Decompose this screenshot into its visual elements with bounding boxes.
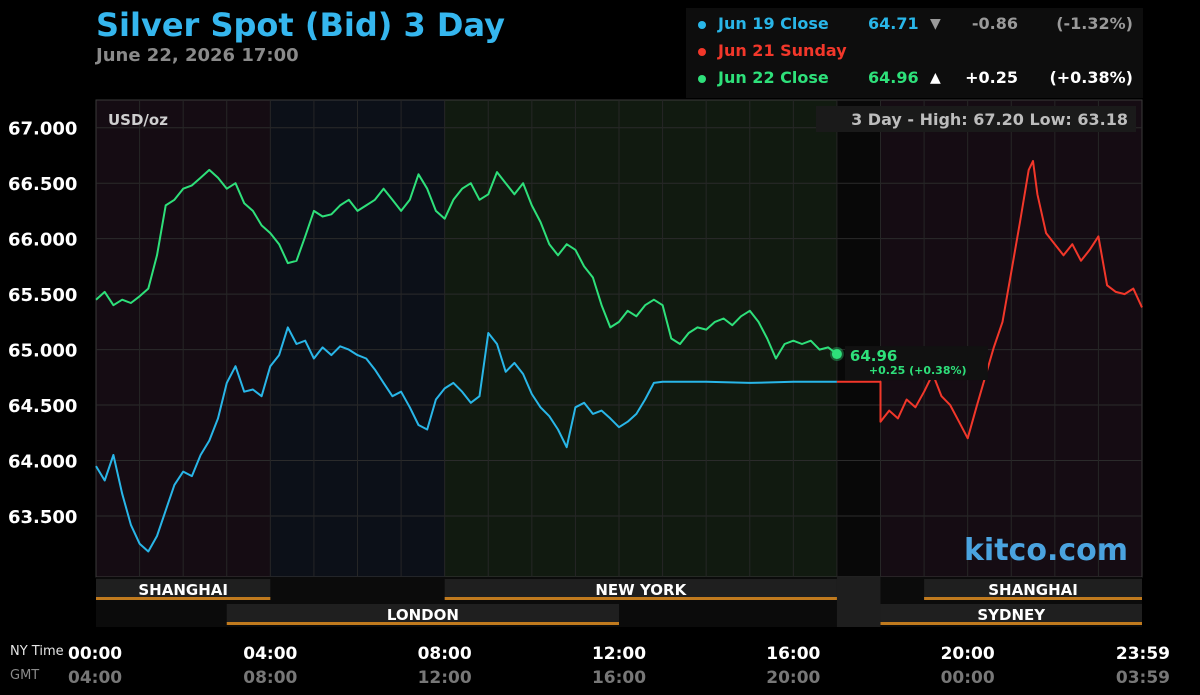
session-bg bbox=[444, 579, 837, 598]
unit-label: USD/oz bbox=[108, 111, 168, 129]
y-tick-label: 65.000 bbox=[8, 341, 77, 362]
legend-percent: (+0.38%) bbox=[1049, 68, 1133, 87]
x-tick-gmt: 08:00 bbox=[243, 668, 297, 688]
session-bg bbox=[226, 604, 619, 623]
legend-change: -0.86 bbox=[971, 14, 1018, 33]
x-tick-ny: 16:00 bbox=[766, 644, 820, 664]
legend-price: 64.71 bbox=[868, 14, 919, 33]
x-tick-gmt: 04:00 bbox=[68, 668, 122, 688]
session-label: SYDNEY bbox=[977, 606, 1046, 624]
x-tick-gmt: 12:00 bbox=[418, 668, 472, 688]
legend-percent: (-1.32%) bbox=[1056, 14, 1133, 33]
legend-label: Jun 19 Close bbox=[718, 14, 829, 33]
legend-change: +0.25 bbox=[965, 68, 1018, 87]
x-tick-ny: 20:00 bbox=[941, 644, 995, 664]
sessions-closed-gap bbox=[836, 577, 881, 627]
session-bg bbox=[924, 579, 1142, 598]
watermark: kitco.com bbox=[964, 533, 1128, 568]
y-tick-label: 63.500 bbox=[8, 507, 77, 528]
session-label: SHANGHAI bbox=[988, 581, 1078, 599]
x-tick-ny: 08:00 bbox=[418, 644, 472, 664]
legend-row-jun22: Jun 22 Close 64.96 ▲ +0.25 (+0.38%) bbox=[686, 68, 1143, 92]
y-tick-label: 66.000 bbox=[8, 230, 77, 251]
session-bar bbox=[880, 622, 1142, 625]
x-tick-ny: 12:00 bbox=[592, 644, 646, 664]
x-tick-ny: 00:00 bbox=[68, 644, 122, 664]
chart-date: June 22, 2026 17:00 bbox=[96, 45, 299, 66]
legend-dot-jun21 bbox=[698, 48, 706, 56]
series-line-jun22 bbox=[95, 168, 838, 360]
legend-label: Jun 21 Sunday bbox=[718, 41, 847, 60]
x-tick-ny: 04:00 bbox=[243, 644, 297, 664]
x-tick-gmt: 20:00 bbox=[766, 668, 820, 688]
last-point-marker bbox=[831, 349, 842, 360]
up-arrow-icon: ▲ bbox=[930, 70, 941, 86]
x-tick-gmt: 00:00 bbox=[941, 668, 995, 688]
y-tick-label: 66.500 bbox=[8, 174, 77, 195]
session-bar bbox=[226, 622, 619, 625]
x-tick-ny: 23:59 bbox=[1116, 644, 1170, 664]
session-label: SHANGHAI bbox=[138, 581, 228, 599]
session-bar bbox=[96, 597, 271, 600]
legend-panel: Jun 19 Close 64.71 ▼ -0.86 (-1.32%) Jun … bbox=[686, 8, 1143, 98]
band-newyork bbox=[444, 100, 837, 577]
series-line-jun21 bbox=[836, 160, 1143, 440]
session-bg bbox=[96, 579, 271, 598]
down-arrow-icon: ▼ bbox=[930, 16, 941, 32]
range-label: 3 Day - High: 67.20 Low: 63.18 bbox=[851, 110, 1128, 129]
y-tick-label: 65.500 bbox=[8, 285, 77, 306]
y-tick-label: 64.000 bbox=[8, 452, 77, 473]
ny-time-label: NY Time bbox=[10, 644, 64, 659]
session-label: NEW YORK bbox=[595, 581, 687, 599]
session-bar bbox=[444, 597, 837, 600]
y-tick-label: 64.500 bbox=[8, 396, 77, 417]
session-bar bbox=[924, 597, 1142, 600]
session-bg bbox=[880, 604, 1142, 623]
series-line-jun19 bbox=[95, 326, 837, 553]
x-tick-gmt: 16:00 bbox=[592, 668, 646, 688]
last-value-label: 64.96 bbox=[850, 347, 897, 365]
legend-row-jun21: Jun 21 Sunday bbox=[686, 41, 1143, 65]
session-label: LONDON bbox=[387, 606, 459, 624]
chart-title: Silver Spot (Bid) 3 Day bbox=[96, 6, 505, 44]
last-change-label: +0.25 (+0.38%) bbox=[869, 364, 967, 377]
band-closed bbox=[836, 100, 881, 577]
legend-dot-jun19 bbox=[698, 21, 706, 29]
gmt-label: GMT bbox=[10, 668, 39, 683]
last-label-bg bbox=[844, 346, 988, 381]
legend-label: Jun 22 Close bbox=[718, 68, 829, 87]
range-label-bg bbox=[816, 106, 1136, 132]
y-tick-label: 67.000 bbox=[8, 119, 77, 140]
legend-dot-jun22 bbox=[698, 75, 706, 83]
legend-price: 64.96 bbox=[868, 68, 919, 87]
x-tick-gmt: 03:59 bbox=[1116, 668, 1170, 688]
legend-row-jun19: Jun 19 Close 64.71 ▼ -0.86 (-1.32%) bbox=[686, 14, 1143, 38]
